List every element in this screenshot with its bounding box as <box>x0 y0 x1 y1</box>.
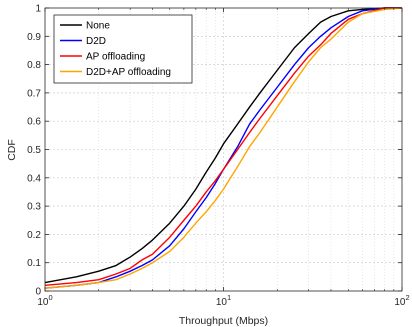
y-tick-label: 0.4 <box>27 173 41 184</box>
minor-grid <box>98 8 395 291</box>
y-tick-label: 0.6 <box>27 117 41 128</box>
x-tick-label: 100 <box>37 293 52 308</box>
x-tick-label: 102 <box>394 293 409 308</box>
y-tick-label: 0.1 <box>27 258 41 269</box>
y-tick-label: 0.7 <box>27 88 41 99</box>
x-tick-label: 101 <box>216 293 231 308</box>
legend-label: AP offloading <box>86 52 145 63</box>
series-line-3 <box>44 7 403 289</box>
x-tick-labels: 100 101 102 <box>37 293 409 308</box>
y-tick-label: 0.8 <box>27 60 41 71</box>
y-tick-label: 0.2 <box>27 230 41 241</box>
legend-label: D2D+AP offloading <box>86 67 171 78</box>
y-tick-label: 0.9 <box>27 32 41 43</box>
series-layer <box>44 7 403 289</box>
ticks-layer <box>44 7 403 292</box>
x-axis-label: Throughput (Mbps) <box>179 315 268 327</box>
series-line-0 <box>44 7 402 284</box>
legend-label: None <box>86 21 110 32</box>
y-tick-label: 0.5 <box>27 145 41 156</box>
y-axis-label: CDF <box>6 139 18 161</box>
series-line-2 <box>44 7 402 287</box>
y-tick-labels: 0 0.1 0.2 0.3 0.4 0.5 0.6 0.7 0.8 0.9 1 <box>27 4 41 298</box>
y-tick-label: 0 <box>35 287 41 298</box>
y-tick-label: 1 <box>35 4 41 15</box>
y-tick-label: 0.3 <box>27 202 41 213</box>
legend-label: D2D <box>86 36 106 47</box>
major-grid <box>45 8 402 291</box>
legend: None D2D AP offloading D2D+AP offloading <box>53 14 193 84</box>
